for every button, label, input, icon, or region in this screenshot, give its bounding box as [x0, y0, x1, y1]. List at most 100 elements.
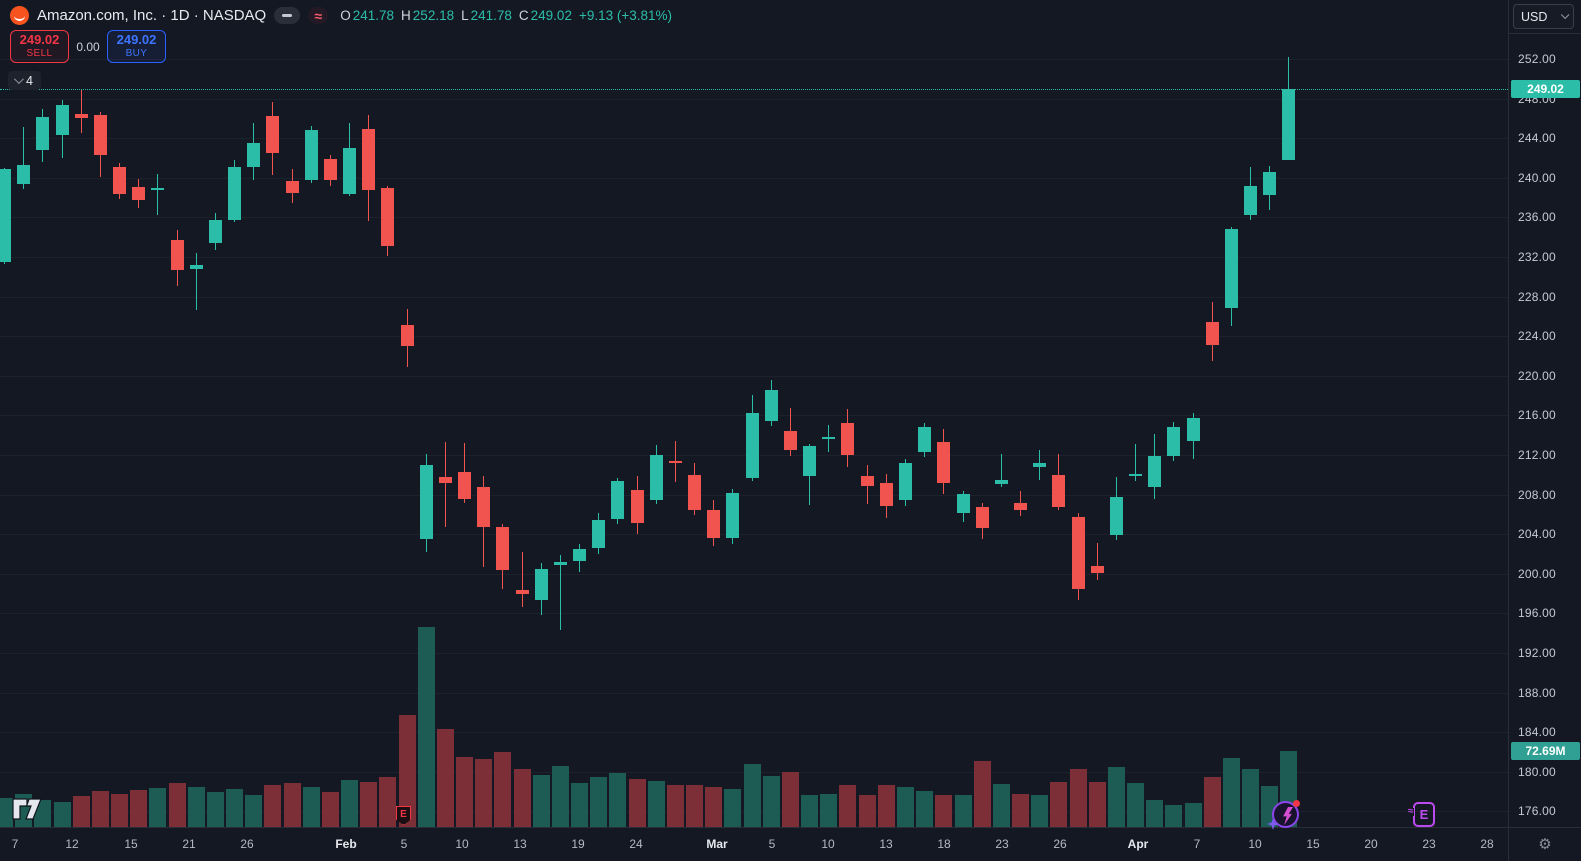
current-price-line — [0, 88, 1508, 90]
price-axis[interactable]: 252.00 248.00 244.00 240.00 236.00 232.00 228.… — [1508, 0, 1581, 827]
symbol-title[interactable]: Amazon.com, Inc. · 1D · NASDAQ — [37, 7, 267, 24]
collapse-toggle-icon[interactable] — [274, 7, 301, 24]
bars-counter-value: 4 — [26, 73, 33, 88]
notification-dot — [1293, 800, 1300, 807]
tradingview-logo-icon[interactable] — [12, 798, 42, 825]
volume-bar — [954, 794, 972, 827]
price-tick-label: 252.00 — [1518, 52, 1556, 66]
open-value: 241.78 — [352, 8, 395, 23]
candle-body — [573, 549, 587, 561]
volume-bar — [513, 769, 531, 827]
chart-pane[interactable] — [0, 0, 1508, 827]
time-axis[interactable]: 7 12 15 21 26 Feb 5 10 13 19 24 Mar 5 10 13 18 23 26 Apr 7 1… — [0, 827, 1508, 861]
amazon-logo-icon[interactable] — [10, 6, 29, 25]
lightning-icon — [1283, 807, 1293, 825]
time-tick-label: 10 — [1248, 837, 1262, 851]
candle-body — [1129, 473, 1143, 476]
price-grid-line — [0, 613, 1508, 615]
candle-body — [458, 471, 472, 499]
change-value: +9.13 (+3.81%) — [578, 8, 673, 23]
volume-bar — [475, 759, 493, 827]
open-label: O — [340, 8, 351, 23]
price-grid-line — [0, 573, 1508, 575]
candle-body — [994, 479, 1008, 484]
price-axis-separator — [1509, 33, 1581, 34]
candle-body — [1090, 565, 1104, 573]
candle-wick — [80, 88, 82, 134]
buy-price: 249.02 — [116, 32, 157, 48]
candle-wick — [521, 552, 523, 608]
candle-body — [649, 455, 663, 500]
price-tick-label: 180.00 — [1518, 764, 1556, 779]
price-grid-line — [0, 98, 1508, 100]
volume-bar — [130, 790, 148, 827]
bars-counter-widget[interactable]: 4 — [8, 71, 41, 90]
candle-body — [1148, 455, 1162, 487]
candle-body — [228, 166, 242, 221]
volume-bar — [111, 793, 129, 827]
time-tick-label: 20 — [1364, 837, 1378, 851]
time-tick-label: Feb — [335, 837, 357, 851]
price-grid-line — [0, 534, 1508, 536]
volume-bar — [743, 764, 761, 827]
candle-wick — [444, 442, 446, 528]
buy-button[interactable]: 249.02 BUY — [107, 30, 166, 63]
volume-bar — [724, 789, 742, 827]
earnings-marker-icon[interactable]: E — [396, 806, 411, 825]
time-tick-label: 28 — [1480, 837, 1494, 851]
price-tick-label: 220.00 — [1518, 368, 1556, 383]
buy-label: BUY — [125, 48, 148, 60]
volume-bar — [245, 794, 263, 827]
volume-bar — [226, 789, 244, 827]
volume-bar — [1012, 793, 1029, 827]
volume-bar — [666, 785, 684, 827]
price-grid-line — [0, 296, 1508, 298]
volume-bar — [494, 751, 512, 827]
price-tick-label: 208.00 — [1518, 487, 1556, 502]
candle-body — [1263, 171, 1277, 195]
time-tick-label: 26 — [240, 837, 254, 851]
candle-body — [975, 507, 989, 529]
candle-body — [918, 427, 932, 453]
currency-selector[interactable]: USD — [1513, 4, 1574, 29]
time-tick-label: 13 — [879, 837, 893, 851]
sell-button[interactable]: 249.02 SELL — [10, 30, 69, 63]
volume-bar — [839, 785, 857, 827]
candle-body — [1071, 517, 1085, 589]
high-label: H — [401, 8, 411, 23]
volume-bar — [1107, 767, 1125, 827]
volume-bar — [341, 779, 359, 827]
candle-body — [764, 389, 778, 422]
price-tick-label: 188.00 — [1518, 685, 1556, 700]
volume-bar — [590, 776, 608, 827]
volume-bar — [551, 766, 569, 827]
ai-highlights-icon[interactable] — [1267, 800, 1300, 830]
candle-body — [189, 264, 203, 269]
volume-bar — [973, 761, 991, 827]
candle-body — [0, 168, 11, 262]
price-tick-label: 176.00 — [1518, 804, 1556, 819]
price-tick-label: 196.00 — [1518, 606, 1556, 621]
candle-body — [879, 482, 893, 507]
volume-bar — [436, 728, 454, 827]
time-tick-label: 15 — [124, 837, 138, 851]
price-grid-line — [0, 653, 1508, 654]
time-tick-label: 13 — [513, 837, 527, 851]
approx-price-toggle-icon[interactable]: ≈ — [308, 7, 329, 24]
settings-gear-icon[interactable]: ⚙ — [1538, 836, 1552, 853]
volume-bar — [283, 783, 301, 827]
volume-bar — [1069, 769, 1087, 827]
candle-body — [477, 486, 491, 528]
price-grid-line — [0, 217, 1508, 219]
volume-bar — [532, 774, 550, 827]
candle-body — [726, 492, 740, 539]
volume-bar — [168, 783, 186, 827]
time-tick-label: 26 — [1053, 837, 1067, 851]
upcoming-earnings-icon[interactable]: ≈ E — [1408, 802, 1435, 827]
price-grid-line — [0, 375, 1508, 377]
price-tick-label: 212.00 — [1518, 448, 1556, 462]
candle-body — [93, 115, 107, 156]
sell-price: 249.02 — [19, 32, 60, 48]
candle-body — [1109, 496, 1123, 536]
volume-bar — [1031, 794, 1049, 827]
